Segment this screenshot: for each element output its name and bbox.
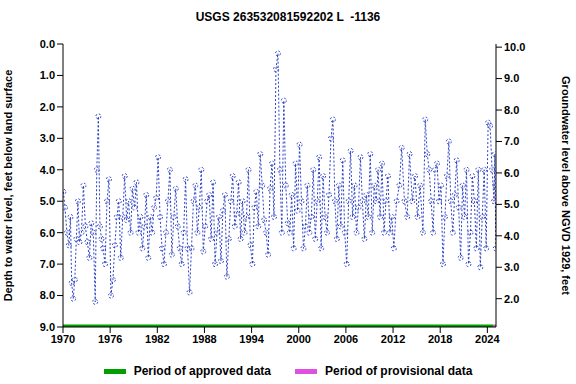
svg-text:1982: 1982 xyxy=(145,333,169,345)
svg-text:2.0: 2.0 xyxy=(504,293,519,305)
svg-text:8.0: 8.0 xyxy=(40,289,55,301)
svg-text:2006: 2006 xyxy=(334,333,358,345)
svg-text:9.0: 9.0 xyxy=(40,321,55,333)
svg-text:2.0: 2.0 xyxy=(40,101,55,113)
html-text:Period of approved data: Period of approved data xyxy=(133,364,271,378)
svg-text:1.0: 1.0 xyxy=(40,69,55,81)
svg-text:2000: 2000 xyxy=(287,333,311,345)
svg-text:7.0: 7.0 xyxy=(504,135,519,147)
svg-text:0.0: 0.0 xyxy=(40,38,55,50)
svg-text:5.0: 5.0 xyxy=(40,195,55,207)
svg-text:7.0: 7.0 xyxy=(40,258,55,270)
svg-text:6.0: 6.0 xyxy=(40,227,55,239)
html-text:Period of provisional data: Period of provisional data xyxy=(325,364,473,378)
svg-text:1976: 1976 xyxy=(98,333,122,345)
svg-text:3.0: 3.0 xyxy=(504,261,519,273)
svg-text:2024: 2024 xyxy=(475,333,500,345)
svg-text:2012: 2012 xyxy=(381,333,405,345)
svg-text:5.0: 5.0 xyxy=(504,198,519,210)
svg-text:Depth to water level, feet bel: Depth to water level, feet below land su… xyxy=(8,70,14,302)
svg-text:6.0: 6.0 xyxy=(504,167,519,179)
html-text:USGS 263532081592202 L -1136: USGS 263532081592202 L -1136 xyxy=(195,10,381,24)
svg-text:4.0: 4.0 xyxy=(40,164,55,176)
svg-text:3.0: 3.0 xyxy=(40,132,55,144)
svg-text:Groundwater level above NGVD 1: Groundwater level above NGVD 1929, feet xyxy=(560,76,568,295)
svg-text:4.0: 4.0 xyxy=(504,230,519,242)
svg-text:1970: 1970 xyxy=(51,333,75,345)
svg-text:9.0: 9.0 xyxy=(504,72,519,84)
svg-text:10.0: 10.0 xyxy=(504,41,525,53)
svg-text:1988: 1988 xyxy=(192,333,216,345)
svg-text:1994: 1994 xyxy=(239,333,264,345)
svg-text:8.0: 8.0 xyxy=(504,104,519,116)
svg-text:2018: 2018 xyxy=(428,333,452,345)
